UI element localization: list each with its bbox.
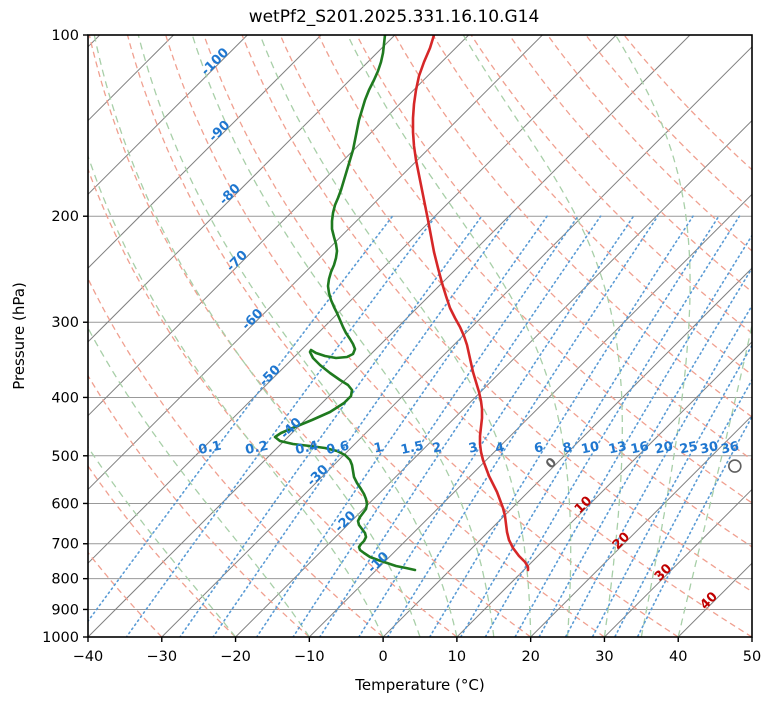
mixing-ratio-label: 0.6: [325, 439, 351, 458]
mixing-ratio-label: 16: [629, 439, 650, 457]
dewpoint-trace: [273, 35, 417, 572]
mixing-ratio-label: 30: [699, 439, 720, 457]
chart-title: wetPf2_S201.2025.331.16.10.G14: [249, 7, 540, 27]
x-tick-label: 50: [743, 649, 761, 665]
mixing-ratio-label: 1: [372, 440, 384, 457]
x-tick-label: −20: [220, 649, 251, 665]
temperature-trace: [411, 35, 530, 572]
mixing-ratio-label: 20: [654, 439, 675, 457]
y-tick-label: 200: [51, 209, 79, 225]
mixing-ratio-label: 13: [607, 439, 628, 457]
mixing-ratio-label: 0.1: [197, 439, 223, 458]
mixing-ratio-label: 0.2: [244, 439, 270, 458]
y-tick-label: 500: [51, 449, 79, 465]
mixing-ratio-label: 1.5: [399, 439, 425, 458]
mixing-ratio-label: 10: [580, 439, 601, 457]
mixing-ratio-label: 8: [561, 440, 573, 457]
mixing-ratio-label: 6: [533, 440, 545, 457]
y-tick-label: 100: [51, 28, 79, 44]
y-tick-label: 700: [51, 537, 79, 553]
x-tick-label: 40: [669, 649, 687, 665]
y-tick-label: 600: [51, 496, 79, 512]
x-tick-label: −30: [146, 649, 177, 665]
mixing-ratio-label: 0.4: [294, 439, 320, 458]
sounding-traces: [273, 35, 530, 572]
y-axis-label: Pressure (hPa): [10, 282, 28, 390]
x-axis-label: Temperature (°C): [354, 676, 484, 694]
y-tick-label: 800: [51, 572, 79, 588]
mixing-ratio-label: 25: [678, 439, 699, 457]
mixing-ratio-label: 4: [494, 440, 506, 457]
x-tick-label: 30: [595, 649, 613, 665]
mixing-ratio-label: 3: [467, 440, 479, 457]
y-tick-label: 1000: [42, 630, 79, 646]
zero-isotherm-marker: [728, 459, 742, 473]
mixing-ratio-label: 36: [720, 439, 741, 457]
plot-frame: [87, 34, 753, 638]
mixing-ratio-label: 2: [431, 440, 443, 457]
x-tick-label: −40: [73, 649, 104, 665]
x-tick-label: 10: [448, 649, 466, 665]
x-tick-label: 0: [378, 649, 387, 665]
y-tick-label: 300: [51, 315, 79, 331]
y-tick-label: 900: [51, 602, 79, 618]
x-tick-label: 20: [521, 649, 539, 665]
axis-ticks: −40 −30 −20 −10 0 10 20 30 40 5010020030040050060…: [42, 28, 761, 665]
y-tick-label: 400: [51, 390, 79, 406]
x-tick-label: −10: [294, 649, 325, 665]
